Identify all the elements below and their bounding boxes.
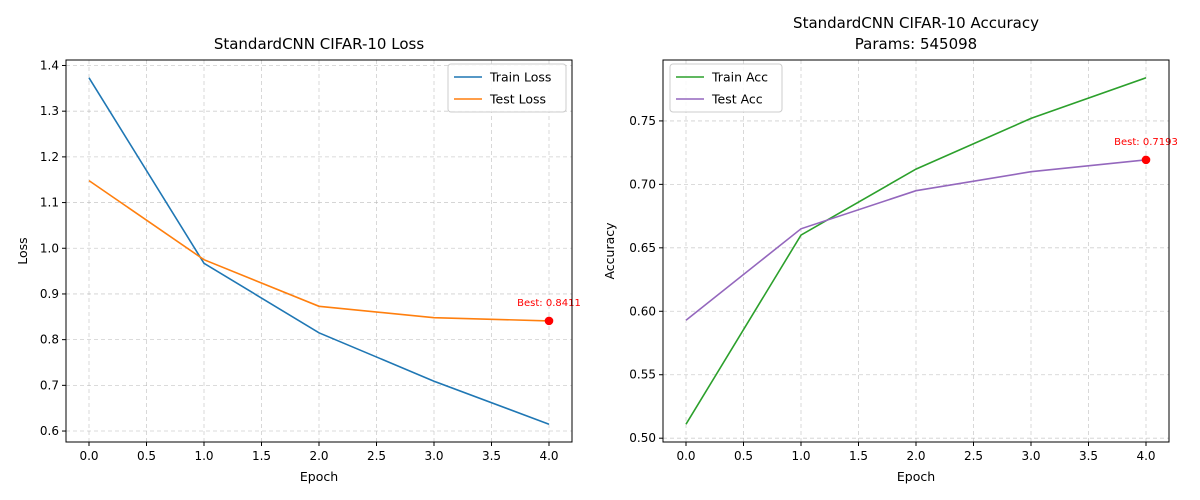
y-tick-label: 1.4: [40, 58, 59, 72]
x-tick-label: 1.0: [791, 449, 810, 463]
chart-title: StandardCNN CIFAR-10 Accuracy: [793, 14, 1039, 32]
best-label: Best: 0.8411: [517, 298, 581, 309]
x-tick-label: 0.0: [676, 449, 695, 463]
legend-label: Test Loss: [489, 92, 546, 107]
series-line-test-acc: [685, 159, 1147, 321]
x-tick-label: 3.0: [424, 449, 443, 463]
y-tick-label: 0.6: [40, 424, 59, 438]
axes: 0.0 0.5 1.0 1.5 2.0 2.5 3.0 3.5 4.0 0.50 0.55 0.60 0…: [629, 114, 1155, 463]
legend-box: [447, 63, 567, 113]
y-tick-label: 0.55: [629, 368, 656, 382]
x-axis-label: Epoch: [300, 469, 338, 484]
legend: Train Acc Test Acc: [669, 63, 783, 113]
x-tick-label: 3.5: [482, 449, 501, 463]
x-axis-label: Epoch: [897, 469, 935, 484]
loss-chart: 0.0 0.5 1.0 1.5 2.0 2.5 3.0 3.5 4.0 0.6 0.7 0.8 0.9 1…: [15, 35, 581, 484]
y-tick-label: 1.2: [40, 150, 59, 164]
x-tick-label: 3.5: [1079, 449, 1098, 463]
y-tick-label: 0.9: [40, 287, 59, 301]
chart-subtitle: Params: 545098: [855, 35, 977, 53]
axes: 0.0 0.5 1.0 1.5 2.0 2.5 3.0 3.5 4.0 0.6 0.7 0.8 0.9 1…: [40, 58, 559, 463]
x-tick-label: 4.0: [1136, 449, 1155, 463]
y-axis-label: Accuracy: [602, 222, 617, 280]
y-tick-label: 0.70: [629, 177, 656, 191]
x-tick-label: 0.5: [137, 449, 156, 463]
x-tick-label: 1.0: [194, 449, 213, 463]
series-line-train-acc: [685, 77, 1147, 425]
legend-label: Train Loss: [489, 70, 551, 85]
y-tick-label: 1.0: [40, 241, 59, 255]
legend: Train Loss Test Loss: [447, 63, 567, 113]
x-tick-label: 1.5: [849, 449, 868, 463]
x-tick-label: 2.0: [309, 449, 328, 463]
x-tick-label: 0.0: [79, 449, 98, 463]
y-axis-label: Loss: [15, 237, 30, 264]
legend-box: [669, 63, 783, 113]
best-marker: [1141, 155, 1151, 165]
x-tick-label: 1.5: [252, 449, 271, 463]
x-tick-label: 2.0: [906, 449, 925, 463]
plot-frame: [662, 59, 1170, 443]
legend-label: Train Acc: [711, 70, 768, 85]
chart-title: StandardCNN CIFAR-10 Loss: [214, 35, 425, 53]
best-marker: [544, 316, 554, 326]
legend-label: Test Acc: [711, 92, 763, 107]
y-tick-label: 0.75: [629, 114, 656, 128]
accuracy-chart: 0.0 0.5 1.0 1.5 2.0 2.5 3.0 3.5 4.0 0.50 0.55 0.60 0…: [602, 14, 1178, 484]
series-line-train-loss: [88, 77, 550, 425]
x-tick-label: 3.0: [1021, 449, 1040, 463]
grid: [663, 60, 1169, 442]
y-tick-label: 1.1: [40, 196, 59, 210]
plot-frame: [65, 59, 573, 443]
y-tick-label: 0.50: [629, 431, 656, 445]
x-tick-label: 4.0: [539, 449, 558, 463]
y-tick-label: 0.7: [40, 378, 59, 392]
grid: [66, 60, 572, 442]
y-tick-label: 0.8: [40, 333, 59, 347]
y-tick-label: 0.65: [629, 241, 656, 255]
x-tick-label: 0.5: [734, 449, 753, 463]
x-tick-label: 2.5: [964, 449, 983, 463]
series-group: [685, 77, 1147, 425]
x-tick-label: 2.5: [367, 449, 386, 463]
y-tick-label: 0.60: [629, 304, 656, 318]
best-label: Best: 0.7193: [1114, 137, 1178, 148]
series-line-test-loss: [88, 179, 550, 322]
series-group: [88, 77, 550, 425]
y-tick-label: 1.3: [40, 104, 59, 118]
